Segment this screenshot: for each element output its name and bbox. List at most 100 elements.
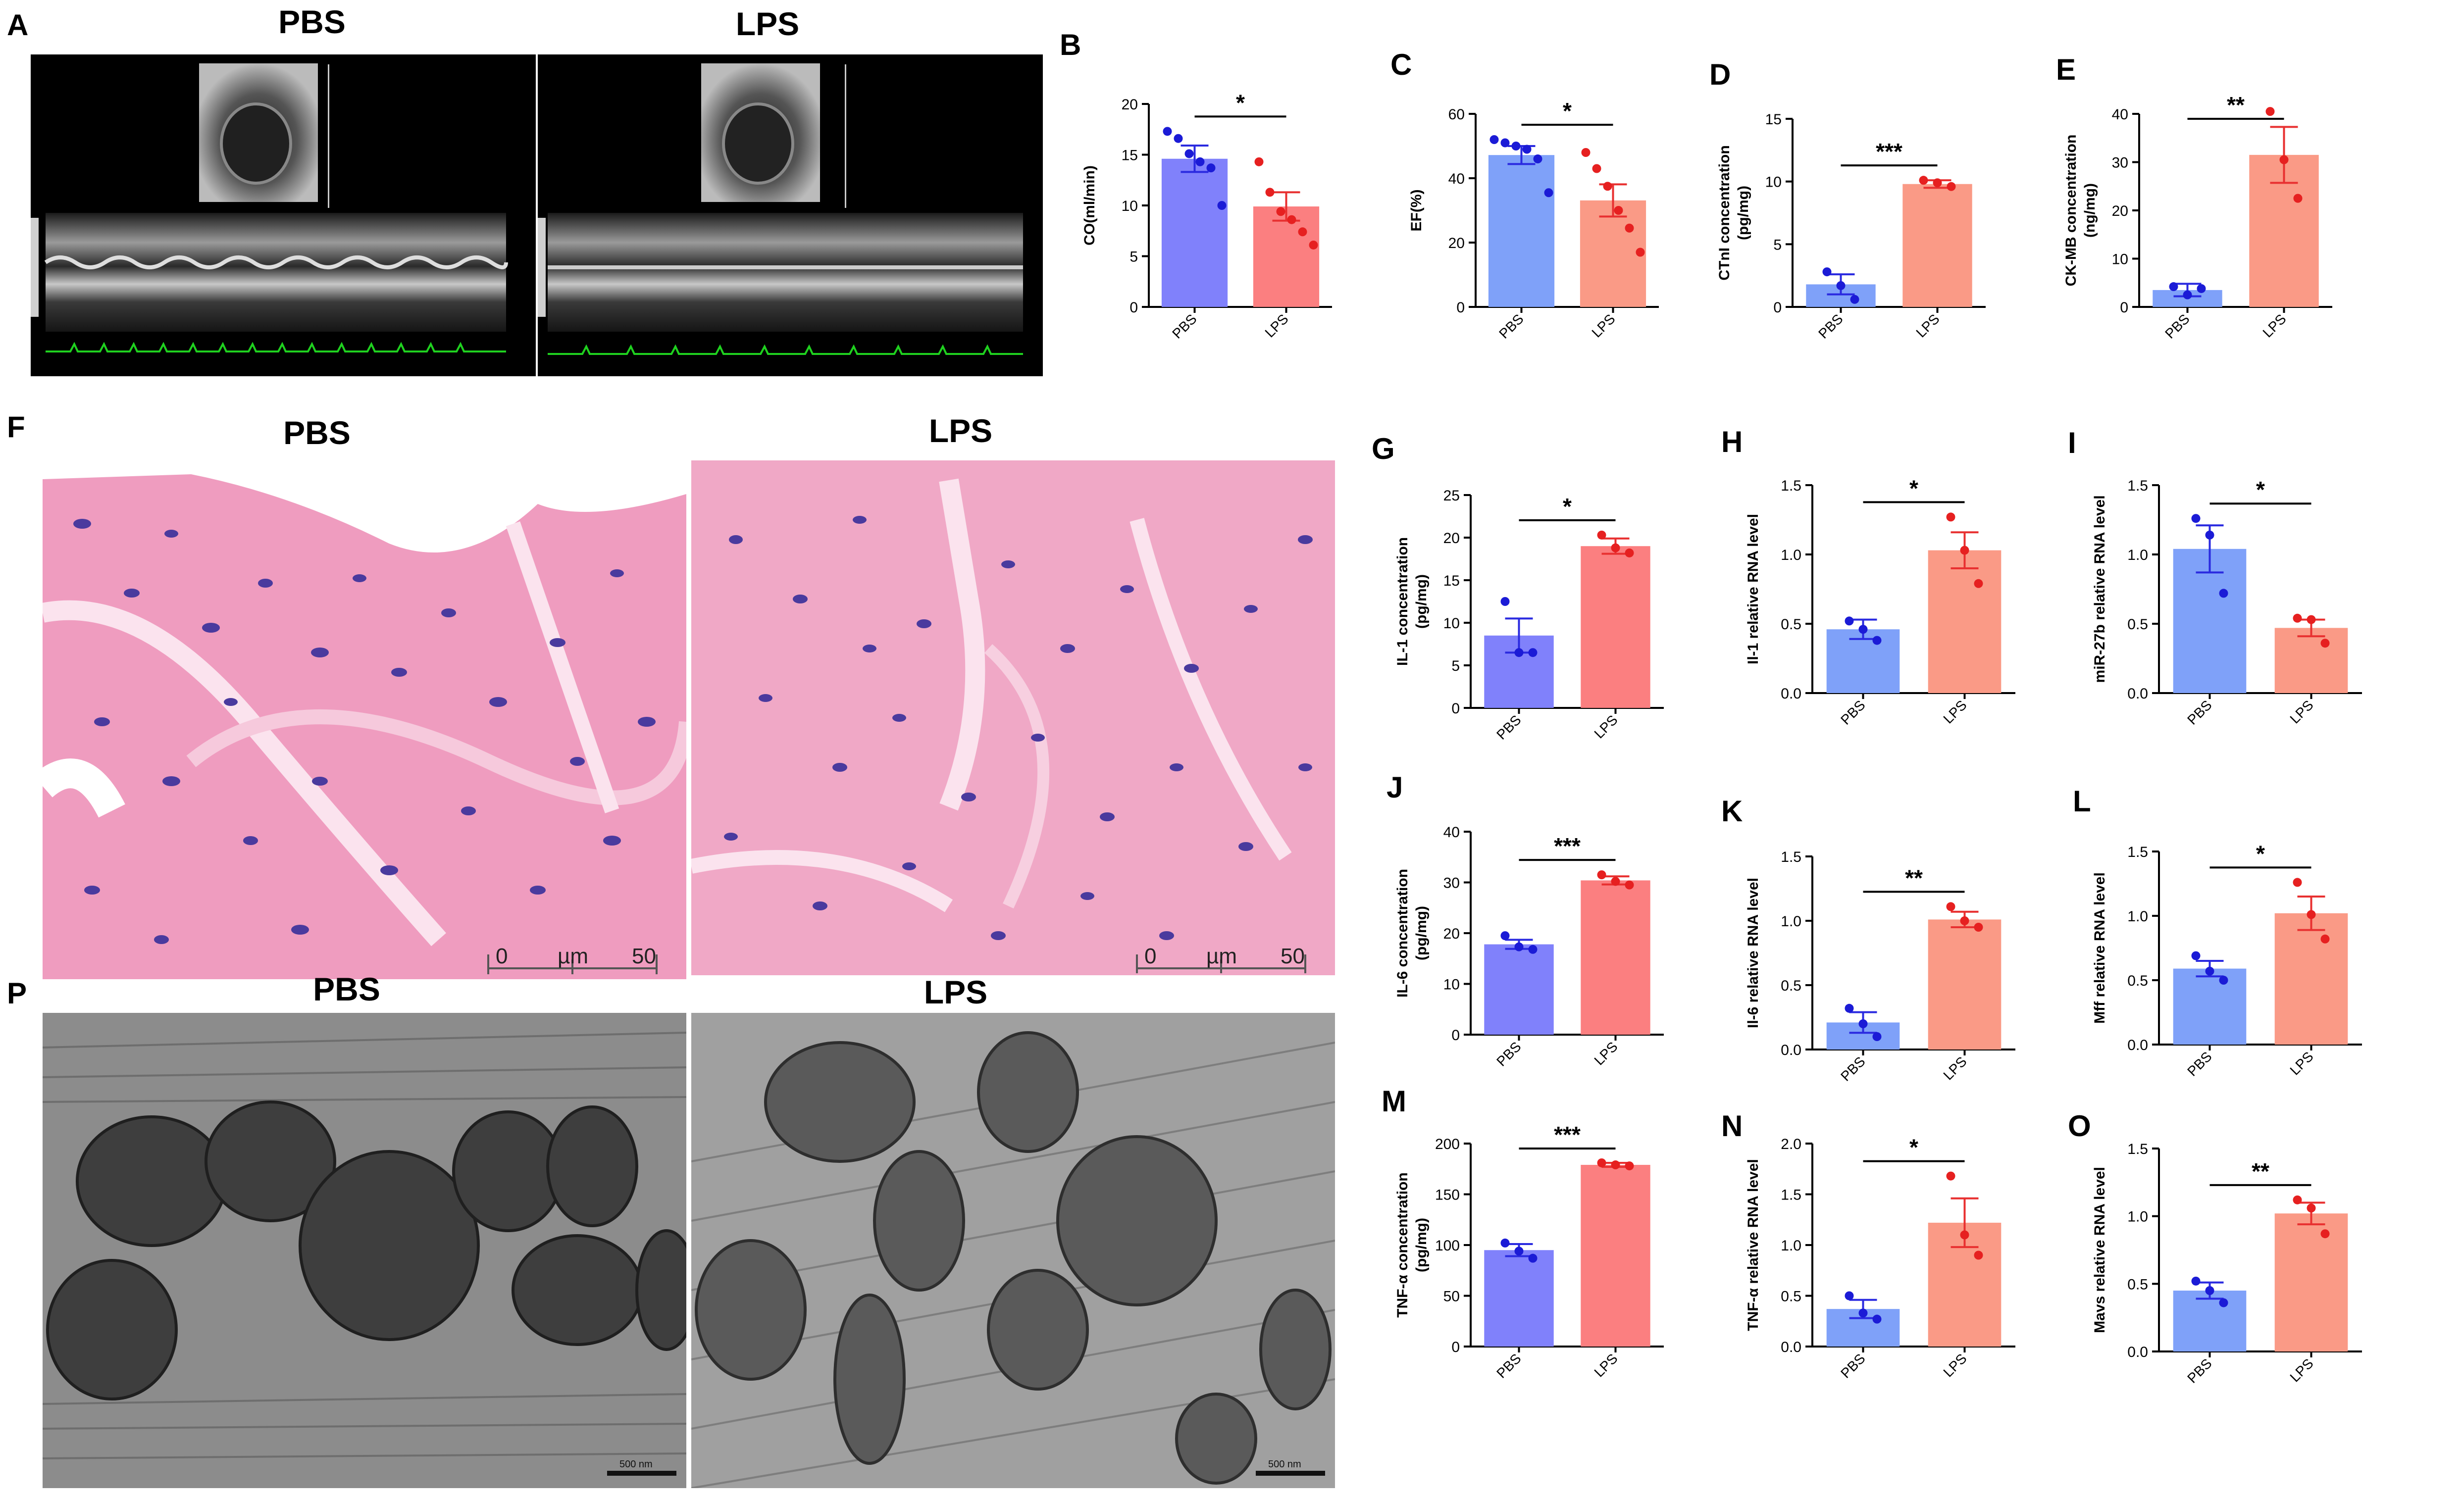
bar-pbs [1488, 155, 1555, 307]
tem-lps-title: LPS [924, 974, 988, 1010]
bar-pbs [1484, 944, 1554, 1035]
data-point [1276, 207, 1285, 216]
data-point [1265, 188, 1275, 197]
bar-lps [1581, 1165, 1650, 1347]
data-point [2307, 615, 2316, 624]
data-point [1217, 201, 1227, 210]
ecg-trace [46, 342, 506, 352]
significance-label: * [1909, 475, 1918, 501]
chart-o-mavs-rna: 0.0 0.5 1.0 1.5 Mavs relative RNA level PBS LP… [2092, 1141, 2362, 1386]
x-tick-label-pbs: PBS [2184, 1355, 2215, 1386]
data-point [1946, 512, 1955, 522]
bar-lps [1928, 550, 2002, 693]
data-point [1163, 127, 1172, 136]
data-point [2307, 910, 2316, 919]
data-point [1636, 248, 1645, 257]
y-tick-label: 100 [1435, 1238, 1460, 1254]
data-point [1947, 182, 1956, 191]
y-tick-label: 1.5 [2127, 478, 2148, 494]
chart-m-tnfa: 0 50 100 150 200 TNF-α concentration (pg/mg) PB… [1394, 1122, 1664, 1381]
panel-letter-h: H [1721, 425, 1743, 458]
data-point [1500, 931, 1510, 941]
significance-label: * [2256, 841, 2265, 866]
he-image-pbs: 0 µm 50 [43, 464, 686, 979]
bar-lps [1253, 206, 1320, 307]
data-point [1514, 942, 1524, 951]
y-tick-label: 1.0 [1781, 547, 1801, 563]
y-tick-label: 20 [1443, 530, 1460, 547]
bar-lps [1581, 546, 1650, 708]
significance-label: * [2256, 477, 2265, 502]
y-axis-label: CK-MB concentration (ng/mg) [2063, 135, 2098, 287]
data-point [1581, 148, 1591, 157]
data-point [1872, 1314, 1882, 1324]
y-tick-label: 10 [1765, 174, 1782, 191]
x-tick-label-pbs: PBS [2184, 1049, 2215, 1079]
y-axis-label: IL-6 concentration (pg/mg) [1394, 869, 1430, 998]
x-tick-label-pbs: PBS [1838, 1053, 1868, 1084]
y-axis-label: CTnI concentration (pg/mg) [1716, 145, 1751, 280]
data-point [1544, 188, 1553, 198]
y-tick-label: 15 [1443, 573, 1460, 589]
echo-pbs-title: PBS [278, 3, 346, 40]
data-point [2219, 976, 2228, 985]
panel-letter-c: C [1390, 48, 1412, 81]
x-tick-label-pbs: PBS [2162, 311, 2193, 342]
x-tick-label-lps: LPS [1589, 311, 1618, 340]
scale-label: 500 nm [619, 1459, 653, 1470]
data-point [1933, 178, 1942, 188]
y-tick-label: 10 [2112, 251, 2128, 268]
x-tick-label-lps: LPS [1940, 1053, 1969, 1083]
data-point [1946, 902, 1955, 911]
y-axis-label: TNF-α concentration (pg/mg) [1394, 1172, 1430, 1317]
echo-m-mode-strip [46, 213, 506, 332]
significance-label: ** [2252, 1158, 2269, 1184]
data-point [1533, 154, 1542, 163]
scale-unit-label: µm [1206, 944, 1237, 968]
data-point [1960, 1230, 1969, 1240]
y-axis-label: CO(ml/min) [1081, 165, 1098, 246]
data-point [2219, 589, 2228, 598]
y-tick-label: 15 [1122, 148, 1138, 164]
data-point [1974, 1250, 1983, 1260]
data-point [1872, 636, 1882, 645]
x-tick-label-pbs: PBS [1169, 311, 1200, 342]
y-tick-label: 20 [1122, 97, 1138, 113]
bar-lps [2274, 913, 2348, 1045]
y-tick-label: 1.0 [1781, 1238, 1801, 1254]
y-tick-label: 2.0 [1781, 1136, 1801, 1152]
panel-letter-k: K [1721, 795, 1743, 828]
significance-label: *** [1554, 833, 1581, 859]
x-tick-label-lps: LPS [1262, 311, 1291, 340]
nuclei [724, 516, 1313, 940]
y-tick-label: 0.0 [2127, 686, 2148, 702]
data-point [1184, 149, 1194, 158]
panel-letter-l: L [2073, 785, 2091, 818]
data-point [1522, 145, 1532, 154]
chart-i-mir27b: 0.0 0.5 1.0 1.5 miR-27b relative RNA level PB… [2092, 477, 2362, 728]
y-tick-label: 1.0 [2127, 1209, 2148, 1225]
tem-pbs-title: PBS [313, 971, 380, 1007]
data-point [1919, 176, 1928, 185]
y-tick-label: 1.5 [1781, 1187, 1801, 1203]
significance-label: ** [1905, 865, 1923, 891]
data-point [1625, 548, 1634, 557]
he-lps-title: LPS [928, 412, 993, 449]
y-tick-label: 15 [1765, 111, 1782, 128]
y-axis-label: Mff relative RNA level [2092, 872, 2108, 1024]
y-tick-label: 200 [1435, 1136, 1460, 1152]
nuclei [73, 519, 656, 944]
data-point [1500, 597, 1510, 606]
panel-letter-a: A [7, 8, 29, 42]
y-tick-label: 0.5 [2127, 973, 2148, 989]
chart-h-il1-rna: 0.0 0.5 1.0 1.5 Il-1 relative RNA level PBS LP… [1745, 475, 2015, 728]
echo-image-pbs [31, 54, 536, 376]
data-point [1822, 267, 1832, 277]
data-point [1287, 215, 1296, 224]
he-pbs-title: PBS [283, 414, 351, 451]
data-point [1960, 916, 1969, 925]
y-tick-label: 0.0 [1781, 1042, 1801, 1058]
y-tick-label: 25 [1443, 488, 1460, 504]
panel-letter-g: G [1372, 432, 1395, 465]
data-point [2197, 284, 2206, 293]
